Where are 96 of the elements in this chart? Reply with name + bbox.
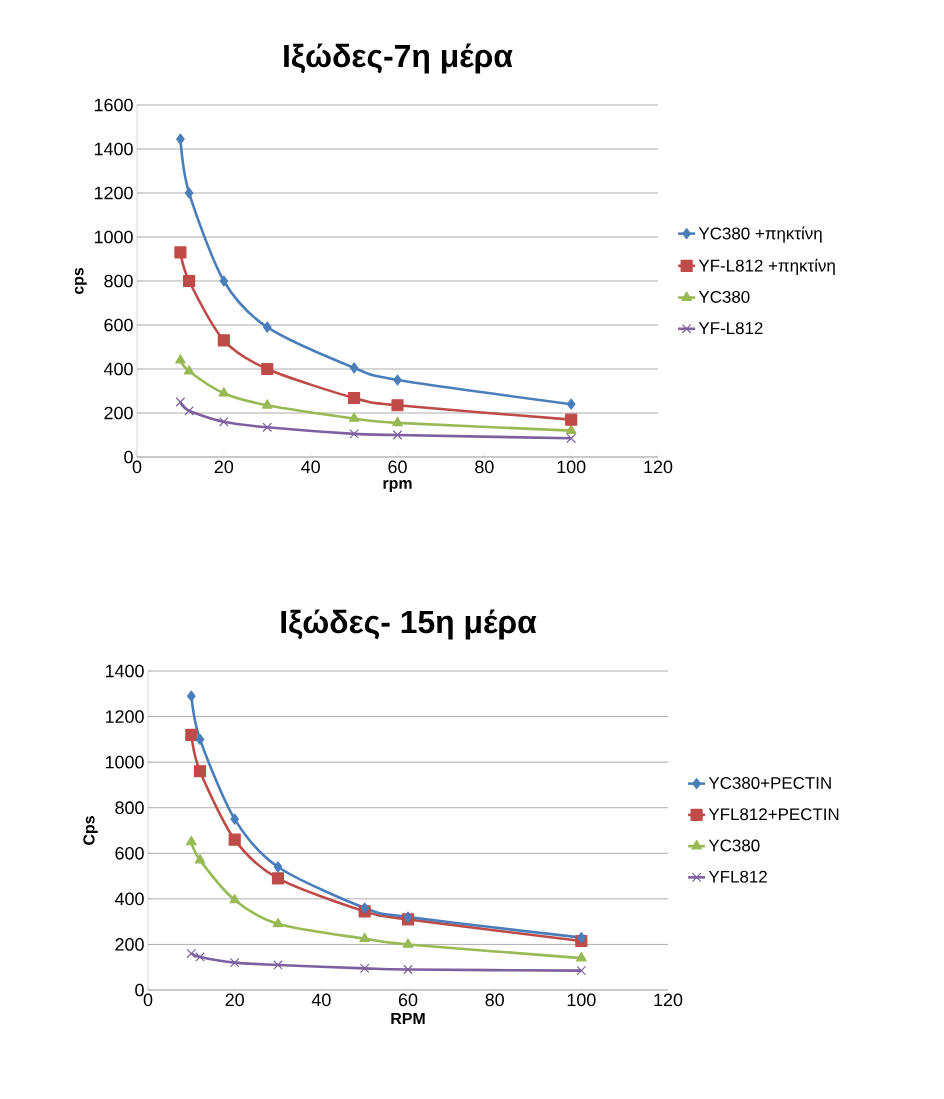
- point: [575, 952, 587, 962]
- point: [186, 948, 197, 959]
- point: [348, 412, 360, 422]
- point: [392, 430, 403, 440]
- x-tick-label: 0: [143, 993, 153, 1007]
- point: [262, 422, 273, 433]
- x-tick-label: 100: [567, 993, 596, 1007]
- x-tick-label: 60: [398, 993, 418, 1007]
- point: [175, 397, 186, 407]
- x-tick-label: 100: [557, 460, 586, 474]
- point: [565, 413, 578, 426]
- point: [185, 835, 197, 846]
- y-tick-label: 1600: [94, 98, 133, 112]
- point: [193, 765, 207, 778]
- point: [230, 813, 240, 825]
- point: [359, 963, 370, 974]
- y-tick-label: 600: [115, 846, 144, 860]
- point: [391, 399, 404, 412]
- point: [360, 902, 370, 914]
- point: [219, 416, 229, 427]
- point: [393, 374, 402, 386]
- point: [273, 960, 283, 970]
- y-tick-label: 800: [104, 274, 133, 288]
- legend-label: YFL812+PECTIN: [708, 808, 839, 821]
- legend-label: YC380: [708, 839, 760, 852]
- chart-title: Ιξώδες-7η μέρα: [284, 43, 513, 74]
- y-tick-label: 1400: [94, 142, 133, 156]
- point: [261, 362, 274, 376]
- point: [184, 405, 194, 416]
- point: [195, 952, 205, 962]
- legend-label: YC380: [698, 290, 750, 303]
- x-tick-label: 60: [388, 460, 407, 474]
- point: [176, 133, 185, 145]
- y-tick-label: 600: [104, 318, 133, 332]
- y-tick-label: 1200: [105, 710, 144, 723]
- point: [229, 957, 240, 968]
- point: [185, 728, 198, 741]
- y-axis-title: Cps: [83, 816, 98, 845]
- chart-title: Ιξώδες- 15η μέρα: [281, 609, 537, 640]
- point: [566, 398, 576, 410]
- point: [184, 187, 194, 199]
- y-tick-label: 0: [124, 450, 133, 464]
- point: [194, 854, 206, 864]
- point: [262, 321, 272, 333]
- point: [228, 833, 241, 846]
- y-tick-label: 400: [103, 362, 133, 376]
- point: [195, 733, 205, 745]
- y-axis-title: cps: [74, 267, 87, 295]
- y-tick-label: 0: [135, 983, 144, 997]
- y-tick-label: 200: [104, 406, 133, 420]
- y-tick-label: 200: [115, 938, 144, 951]
- point: [218, 387, 230, 397]
- legend-label: YFL812: [708, 870, 767, 883]
- point: [273, 861, 283, 873]
- x-tick-label: 40: [311, 993, 331, 1007]
- point: [577, 932, 586, 944]
- point: [217, 334, 230, 347]
- x-tick-label: 120: [654, 993, 683, 1007]
- point: [402, 938, 414, 948]
- legend-label: YC380+PECTIN: [708, 776, 831, 789]
- point: [174, 246, 187, 259]
- point: [261, 399, 273, 409]
- point: [271, 872, 285, 885]
- point: [392, 416, 403, 427]
- legend-label: YF-L812 +πηκτίνη: [698, 258, 835, 275]
- y-tick-label: 1200: [94, 186, 133, 200]
- point: [348, 391, 361, 405]
- x-tick-label: 120: [644, 460, 673, 474]
- legend-label: YC380 +πηκτίνη: [698, 226, 822, 243]
- y-tick-label: 1000: [105, 755, 144, 769]
- x-tick-label: 20: [214, 460, 234, 474]
- point: [349, 362, 359, 374]
- point: [187, 690, 196, 702]
- point: [576, 965, 587, 976]
- x-axis-title: RPM: [391, 1013, 425, 1025]
- x-tick-label: 80: [475, 460, 494, 474]
- point: [565, 424, 577, 434]
- point: [229, 893, 241, 904]
- point: [175, 354, 186, 364]
- point: [359, 932, 371, 943]
- y-tick-label: 800: [115, 801, 144, 815]
- x-tick-label: 40: [301, 460, 320, 474]
- point: [219, 275, 229, 287]
- point: [349, 429, 359, 439]
- x-axis-title: rpm: [383, 480, 412, 492]
- x-tick-label: 20: [225, 993, 244, 1007]
- y-tick-label: 400: [114, 892, 144, 906]
- point: [566, 433, 576, 444]
- point: [183, 365, 195, 375]
- point: [183, 274, 196, 288]
- y-tick-label: 1000: [94, 230, 133, 244]
- y-tick-label: 1400: [105, 664, 144, 678]
- point: [272, 917, 284, 928]
- x-tick-label: 80: [485, 993, 504, 1007]
- legend-label: YF-L812: [698, 322, 763, 335]
- point: [403, 964, 413, 975]
